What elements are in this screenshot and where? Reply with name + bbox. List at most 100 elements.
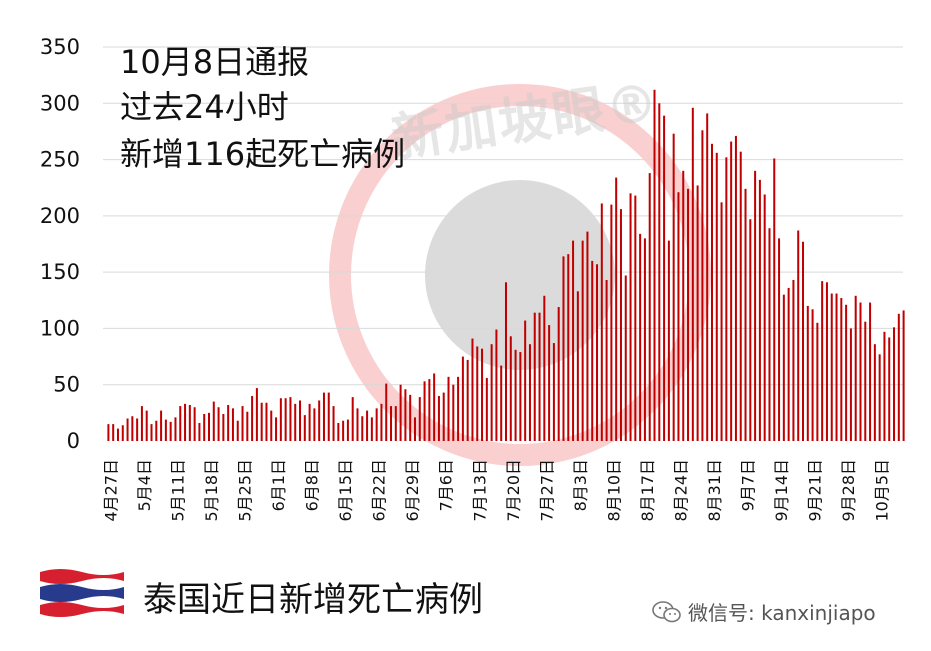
bar bbox=[639, 233, 642, 441]
bar bbox=[227, 404, 230, 441]
y-tick-label: 0 bbox=[67, 429, 80, 453]
bar bbox=[600, 203, 603, 441]
bar bbox=[643, 238, 646, 441]
x-tick-label: 9月21日 bbox=[806, 459, 825, 522]
x-tick-label: 4月27日 bbox=[101, 459, 120, 522]
bar bbox=[327, 392, 330, 441]
bar bbox=[730, 141, 733, 441]
bar bbox=[677, 192, 680, 441]
bar bbox=[150, 424, 153, 441]
bar bbox=[883, 331, 886, 441]
bar bbox=[418, 397, 421, 441]
y-tick-label: 50 bbox=[53, 373, 80, 397]
bar bbox=[179, 406, 182, 441]
bar bbox=[663, 115, 666, 442]
bar bbox=[811, 309, 814, 441]
bar bbox=[437, 395, 440, 441]
bar bbox=[691, 107, 694, 441]
y-tick-label: 200 bbox=[40, 204, 80, 228]
x-tick-label: 7月13日 bbox=[470, 459, 489, 522]
bar bbox=[902, 310, 905, 441]
bar bbox=[241, 406, 244, 441]
x-tick-label: 7月27日 bbox=[537, 459, 556, 522]
bar bbox=[452, 384, 455, 441]
bar bbox=[404, 389, 407, 441]
bar bbox=[160, 410, 163, 441]
bar bbox=[112, 424, 115, 441]
bar bbox=[658, 103, 661, 441]
bar bbox=[442, 392, 445, 441]
bar bbox=[423, 381, 426, 441]
bar bbox=[495, 329, 498, 441]
bar bbox=[734, 135, 737, 441]
bar bbox=[212, 401, 215, 441]
bar bbox=[845, 304, 848, 441]
bar bbox=[888, 337, 891, 441]
bar bbox=[715, 152, 718, 441]
bar bbox=[308, 403, 311, 441]
bar bbox=[648, 173, 651, 441]
x-tick-label: 6月1日 bbox=[269, 459, 288, 511]
x-tick-label: 5月4日 bbox=[135, 459, 154, 511]
bar bbox=[725, 157, 728, 441]
bar bbox=[370, 417, 373, 441]
bar bbox=[802, 241, 805, 441]
bar bbox=[222, 413, 225, 441]
bar bbox=[758, 179, 761, 441]
bar bbox=[591, 260, 594, 441]
y-tick-label: 250 bbox=[40, 148, 80, 172]
x-tick-label: 5月25日 bbox=[236, 459, 255, 522]
bars bbox=[107, 89, 905, 442]
bar bbox=[140, 406, 143, 441]
bar bbox=[131, 416, 134, 441]
bar bbox=[835, 293, 838, 441]
bar bbox=[279, 398, 282, 441]
bar bbox=[251, 395, 254, 441]
annotation-line-1: 10月8日通报 bbox=[120, 43, 310, 81]
bar bbox=[356, 408, 359, 441]
x-tick-label: 7月6日 bbox=[437, 459, 456, 511]
bar bbox=[500, 365, 503, 441]
bar bbox=[174, 417, 177, 441]
bar bbox=[313, 408, 316, 441]
bar bbox=[816, 322, 819, 441]
bar bbox=[461, 356, 464, 441]
y-tick-label: 150 bbox=[40, 260, 80, 284]
bar bbox=[236, 420, 239, 441]
bar bbox=[552, 343, 555, 441]
bar bbox=[164, 419, 167, 441]
bar bbox=[485, 377, 488, 441]
bar bbox=[351, 397, 354, 441]
bar bbox=[198, 422, 201, 441]
bar bbox=[538, 312, 541, 441]
bar bbox=[193, 407, 196, 441]
bar bbox=[576, 291, 579, 441]
bar bbox=[778, 238, 781, 441]
bar bbox=[265, 402, 268, 441]
bar bbox=[840, 298, 843, 441]
bar bbox=[107, 424, 110, 441]
bar bbox=[390, 406, 393, 441]
bar bbox=[184, 403, 187, 441]
annotation-line-3: 新增116起死亡病例 bbox=[120, 135, 406, 173]
bar bbox=[629, 193, 632, 441]
bar bbox=[706, 113, 709, 442]
bar bbox=[524, 320, 527, 441]
bar bbox=[773, 158, 776, 441]
bar bbox=[893, 327, 896, 441]
bar bbox=[768, 228, 771, 441]
bar bbox=[145, 410, 148, 441]
bar bbox=[897, 313, 900, 441]
bar bbox=[332, 406, 335, 441]
wechat-icon bbox=[652, 600, 681, 622]
bar bbox=[471, 338, 474, 441]
bar bbox=[466, 359, 469, 441]
x-tick-label: 8月10日 bbox=[604, 459, 623, 522]
bar bbox=[509, 336, 512, 441]
bar bbox=[270, 410, 273, 441]
bar bbox=[504, 282, 507, 441]
bar bbox=[763, 194, 766, 441]
bar bbox=[361, 416, 364, 441]
bar bbox=[869, 302, 872, 441]
